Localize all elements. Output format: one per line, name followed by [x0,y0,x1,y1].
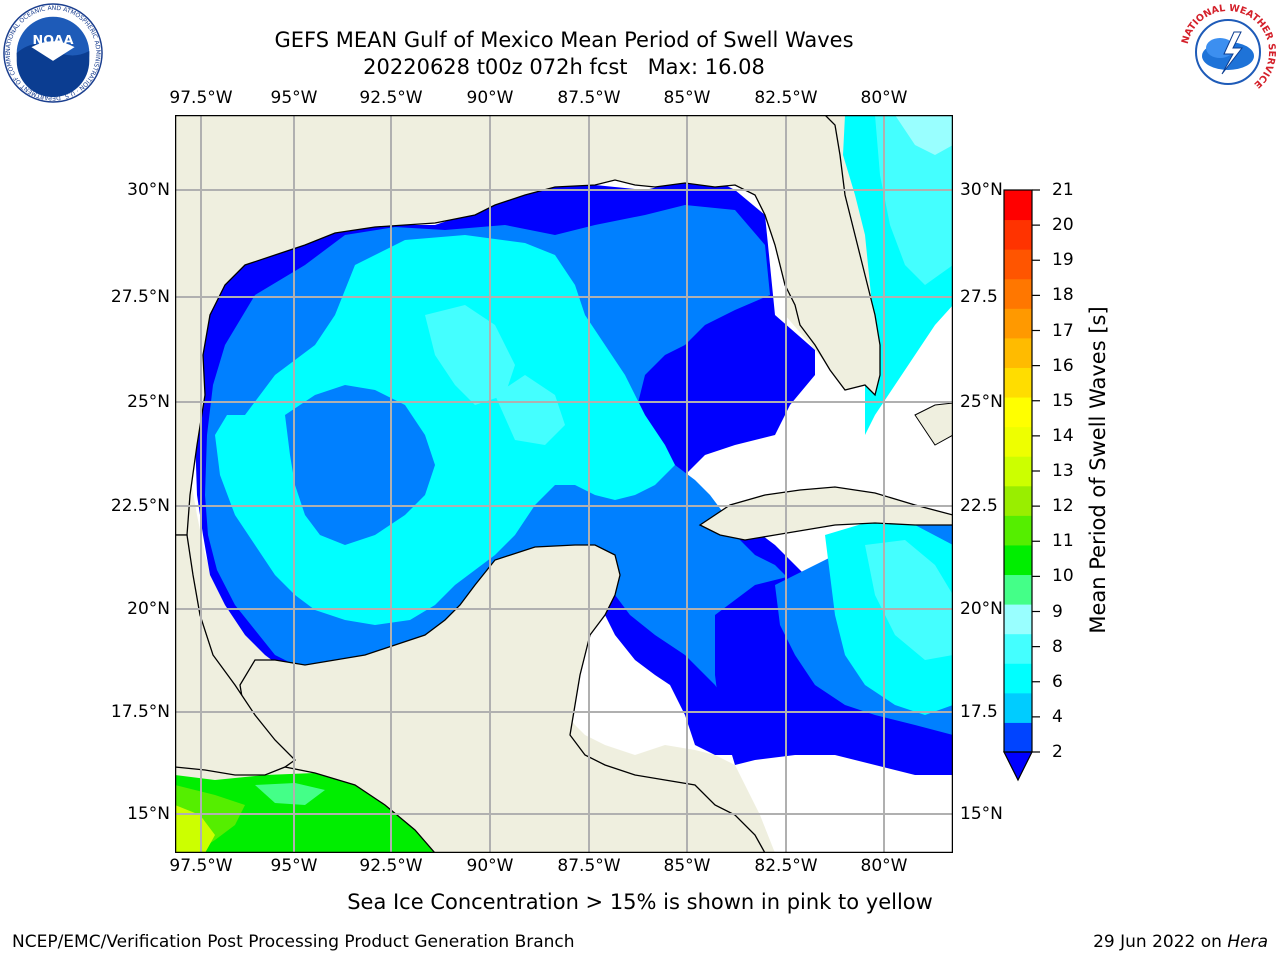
lat-label-left-6: 15°N [127,804,170,824]
lat-label-left-0: 30°N [127,180,170,200]
map-subtitle: 20220628 t00z 072h fcst Max: 16.08 [363,55,765,79]
lat-label-right-1: 27.5 [960,287,998,307]
colorbar-segment-11 [1004,397,1032,428]
colorbar-segment-8 [1004,485,1032,516]
lon-label-bottom-1: 95°W [270,856,318,876]
footer-host: Hera [1227,932,1268,952]
colorbar-tick-16: 16 [1052,355,1074,376]
footer-branch: NCEP/EMC/Verification Post Processing Pr… [12,932,575,952]
lon-label-top-3: 90°W [466,88,514,108]
colorbar-segment-15 [1004,278,1032,309]
lon-label-bottom-4: 87.5°W [557,856,621,876]
swell-zone-8-9s-patch-2 [495,375,565,445]
colorbar-segment-7 [1004,515,1032,546]
colorbar-tick-6: 6 [1052,671,1063,692]
swell-zone-9-10s-atlantic [895,115,953,155]
lat-label-left-2: 25°N [127,392,170,412]
map-frame [175,115,953,853]
swell-zone-8-9s-atlantic [875,115,953,285]
lat-label-left-3: 22.5°N [110,496,170,516]
map-title: GEFS MEAN Gulf of Mexico Mean Period of … [274,28,854,52]
lon-label-top-0: 97.5°W [169,88,233,108]
noaa-logo: NATIONAL OCEANIC AND ATMOSPHERIC ADMINIS… [2,2,103,103]
lon-label-top-7: 80°W [860,88,908,108]
colorbar-tick-18: 18 [1052,285,1074,306]
colorbar-tick-10: 10 [1052,566,1074,587]
colorbar-tick-15: 15 [1052,390,1074,411]
land-yucatan [239,544,766,853]
lon-label-top-6: 82.5°W [754,88,818,108]
lon-label-top-5: 85°W [663,88,711,108]
swell-zone-8-9s-patch [425,305,515,405]
lon-label-top-2: 92.5°W [359,88,423,108]
colorbar-segment-9 [1004,456,1032,487]
colorbar-tick-19: 19 [1052,250,1074,271]
colorbar-extend-min-arrow [1003,751,1033,782]
colorbar-segment-14 [1004,308,1032,339]
lon-label-bottom-6: 82.5°W [754,856,818,876]
colorbar-tick-2: 2 [1052,742,1063,762]
land-cuba [698,486,953,541]
gulf-of-mexico-map [175,115,953,853]
sea-ice-footnote: Sea Ice Concentration > 15% is shown in … [347,890,933,914]
colorbar-segment-18 [1004,190,1032,221]
colorbar-tick-20: 20 [1052,215,1074,236]
colorbar-tick-9: 9 [1052,601,1063,622]
colorbar-tick-17: 17 [1052,320,1074,341]
colorbar-segment-0 [1004,722,1032,753]
colorbar-tick-21: 21 [1052,180,1074,200]
colorbar-segment-13 [1004,337,1032,368]
lat-label-right-3: 22.5 [960,496,998,516]
colorbar-segment-4 [1004,604,1032,635]
lat-label-right-6: 15°N [960,804,1003,824]
colorbar-segment-10 [1004,426,1032,457]
map-gridlines [175,115,953,853]
land-us-florida [175,115,881,536]
lat-label-left-1: 27.5°N [110,287,170,307]
lat-label-right-2: 25°N [960,392,1003,412]
colorbar-segment-17 [1004,219,1032,250]
colorbar-segment-16 [1004,249,1032,280]
lon-label-bottom-7: 80°W [860,856,908,876]
colorbar-tick-14: 14 [1052,425,1074,446]
colorbar-tick-12: 12 [1052,496,1074,517]
lon-label-bottom-5: 85°W [663,856,711,876]
colorbar-segment-12 [1004,367,1032,398]
swell-zone-pacific-12-13s [175,805,215,853]
svg-text:NOAA: NOAA [33,33,74,48]
footer-date: 29 Jun 2022 on Hera [1093,932,1268,952]
lon-label-bottom-3: 90°W [466,856,514,876]
colorbar-tick-11: 11 [1052,531,1074,552]
land-mexico-west [175,534,297,776]
colorbar-segment-1 [1004,692,1032,723]
colorbar-label: Mean Period of Swell Waves [s] [1086,306,1110,634]
colorbar-tick-13: 13 [1052,461,1074,481]
lat-label-right-5: 17.5 [960,702,998,722]
colorbar-segment-6 [1004,544,1032,576]
lon-label-bottom-2: 92.5°W [359,856,423,876]
nws-logo: NATIONAL WEATHER SERVICE [1180,3,1277,100]
colorbar-segment-5 [1004,574,1032,605]
lon-label-bottom-0: 97.5°W [169,856,233,876]
colorbar-segment-2 [1004,663,1032,694]
lon-label-top-1: 95°W [270,88,318,108]
lat-label-left-4: 20°N [127,599,170,619]
lat-label-right-4: 20°N [960,599,1003,619]
colorbar-segment-3 [1004,633,1032,664]
footer-date-text: 29 Jun 2022 on [1093,932,1228,952]
colorbar [1003,189,1040,782]
swell-zone-pacific-9-10s [255,783,325,805]
swell-zone-8-9s-caribbean [865,540,953,660]
land-bahamas [914,402,953,446]
lat-label-right-0: 30°N [960,180,1003,200]
colorbar-tick-4: 4 [1052,706,1063,727]
lat-label-left-5: 17.5°N [110,702,170,722]
lon-label-top-4: 87.5°W [557,88,621,108]
colorbar-tick-8: 8 [1052,636,1063,657]
